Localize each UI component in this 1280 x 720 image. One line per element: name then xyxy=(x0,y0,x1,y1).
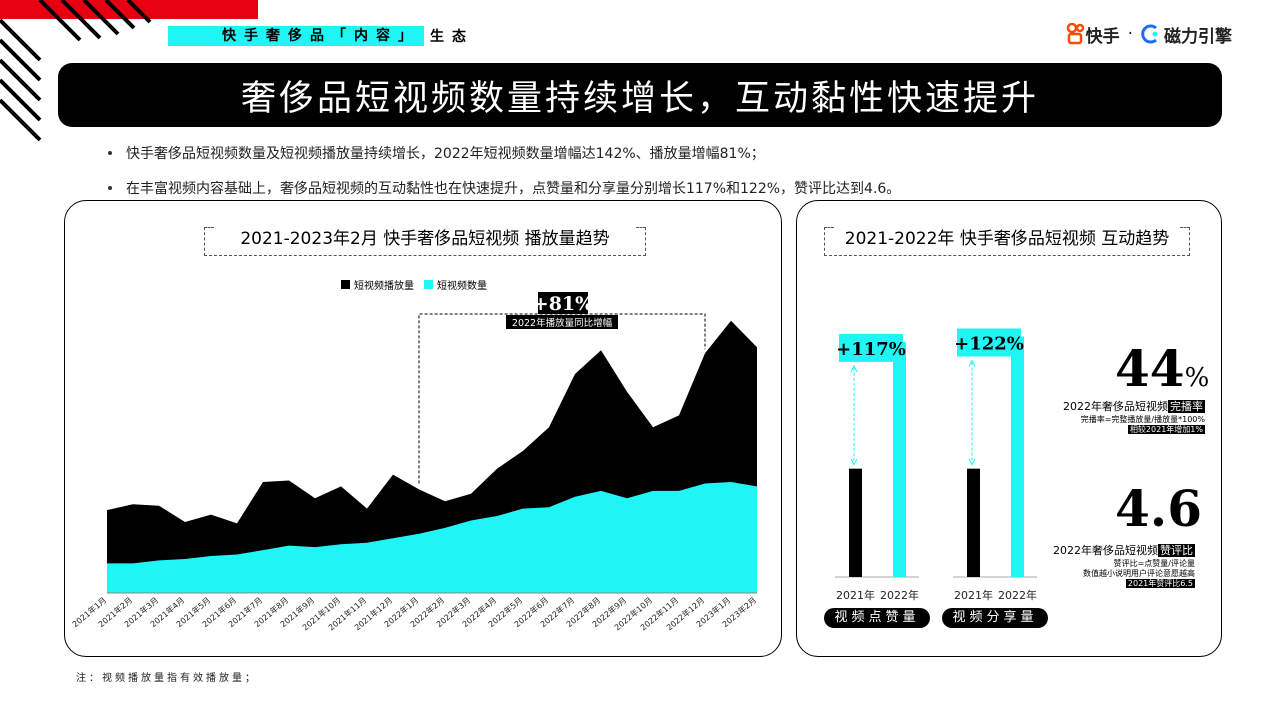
kpi-like-comment-ratio-value: 4.6 xyxy=(1115,479,1202,538)
bar-category-label: 2022年 xyxy=(998,588,1037,602)
bar-category-label: 2022年 xyxy=(880,588,919,602)
kpi-completion-value: 44% xyxy=(1115,339,1209,398)
bar-2021 xyxy=(967,468,980,577)
magnetic-engine-logo-icon xyxy=(1141,24,1158,44)
bullet-text: 在丰富视频内容基础上，奢侈品短视频的互动黏性也在快速提升，点赞量和分享量分别增长… xyxy=(126,181,901,197)
kpi-completion-notes: 完播率=完整播放量/播放量*100% 相较2021年增加1% xyxy=(1081,415,1205,435)
bar-2022 xyxy=(893,341,906,577)
growth-label-bg xyxy=(839,333,903,362)
group-label-shares: 视频分享量 xyxy=(942,608,1048,628)
bar-category-label: 2021年 xyxy=(954,588,993,602)
area-chart: +81%2022年播放量同比增幅 2021年1月2021年2月2021年3月20… xyxy=(70,292,758,632)
bar-2022 xyxy=(1011,336,1024,577)
kpi-completion-note: 完播率=完整播放量/播放量*100% xyxy=(1080,415,1205,424)
bar-2021 xyxy=(849,468,862,577)
page-title: 奢侈品短视频数量持续增长，互动黏性快速提升 xyxy=(240,78,1039,119)
bar-category-label: 2021年 xyxy=(836,588,875,602)
legend-swatch-count xyxy=(424,280,433,289)
growth-label: +117% xyxy=(836,339,906,360)
bar-chart-title: 2021-2022年 快手奢侈品短视频 互动趋势 xyxy=(824,227,1190,256)
area-series-count xyxy=(107,482,757,593)
bullet-dot xyxy=(108,151,112,155)
kpi-ratio-notes: 赞评比=点赞量/评论量 数值越小说明用户评论意愿越高 2021年赞评比6.5 xyxy=(1083,559,1195,589)
footnote: 注：视频播放量指有效播放量； xyxy=(76,673,258,684)
section-tag-rest: 生态 xyxy=(430,29,474,45)
group-label-likes: 视频点赞量 xyxy=(824,608,930,628)
bullet-item: 在丰富视频内容基础上，奢侈品短视频的互动黏性也在快速提升，点赞量和分享量分别增长… xyxy=(108,178,900,198)
area-chart-legend: 短视频播放量 短视频数量 xyxy=(341,277,487,292)
kpi-completion-note-highlight: 相较2021年增加1% xyxy=(1127,425,1205,434)
kpi-completion-label-highlight: 完播率 xyxy=(1168,400,1205,413)
annotation-value-bg xyxy=(538,292,588,314)
kpi-ratio-note: 赞评比=点赞量/评论量 xyxy=(1113,559,1195,568)
growth-arrow-head xyxy=(850,364,858,373)
kpi-ratio-label-text: 2022年奢侈品短视频 xyxy=(1053,544,1158,557)
bullet-item: 快手奢侈品短视频数量及短视频播放量持续增长，2022年短视频数量增幅达142%、… xyxy=(108,143,765,163)
kpi-ratio-note: 数值越小说明用户评论意愿越高 xyxy=(1083,569,1195,578)
legend-label-count: 短视频数量 xyxy=(437,281,487,292)
bar-chart: 2021年 2022年 +117% 2021年 2022年 +122% xyxy=(835,328,1037,602)
growth-arrow-head xyxy=(968,458,976,466)
kpi-ratio-label: 2022年奢侈品短视频 赞评比 xyxy=(1053,542,1195,558)
kpi-ratio-note-highlight: 2021年赞评比6.5 xyxy=(1125,579,1195,588)
growth-arrow-head xyxy=(850,458,858,466)
diagonal-stripes-decoration xyxy=(0,0,152,142)
logo-separator: · xyxy=(1127,24,1133,44)
bullet-dot xyxy=(108,186,112,190)
kpi-ratio-label-highlight: 赞评比 xyxy=(1158,544,1195,557)
kpi-completion-label-text: 2022年奢侈品短视频 xyxy=(1063,400,1168,413)
legend-label-playback: 短视频播放量 xyxy=(354,281,414,292)
kuaishou-logo-icon xyxy=(1066,23,1084,45)
annotation-label: 2022年播放量同比增幅 xyxy=(512,317,613,329)
title-banner: 奢侈品短视频数量持续增长，互动黏性快速提升 xyxy=(58,63,1222,127)
annotation-value: +81% xyxy=(533,293,593,315)
growth-label-bg xyxy=(957,328,1021,357)
brand-logo: 快手 · 磁力引擎 xyxy=(1066,22,1232,47)
area-chart-title: 2021-2023年2月 快手奢侈品短视频 播放量趋势 xyxy=(204,227,646,256)
legend-swatch-playback xyxy=(341,280,350,289)
kpi-ratio-number: 4.6 xyxy=(1115,479,1202,538)
interaction-trend-panel: 2021-2022年 快手奢侈品短视频 互动趋势 2021年 2022年 +117%… xyxy=(796,200,1222,657)
kpi-completion-label: 2022年奢侈品短视频 完播率 xyxy=(1063,398,1205,414)
growth-label: +122% xyxy=(954,334,1024,355)
playback-trend-panel: 2021-2023年2月 快手奢侈品短视频 播放量趋势 短视频播放量 短视频数量… xyxy=(64,200,782,657)
bullet-text: 快手奢侈品短视频数量及短视频播放量持续增长，2022年短视频数量增幅达142%、… xyxy=(126,146,765,162)
section-tag: 快手奢侈品「内容」 生态 xyxy=(168,26,474,46)
kpi-completion-number: 44 xyxy=(1115,339,1185,398)
kpi-completion-unit: % xyxy=(1184,363,1210,393)
logo-partner-text: 磁力引擎 xyxy=(1164,26,1232,47)
annotation-label-bg xyxy=(506,315,618,329)
growth-arrow-head xyxy=(968,359,976,367)
section-tag-highlight: 快手奢侈品「内容」 xyxy=(168,26,424,46)
logo-brand-text: 快手 xyxy=(1085,26,1120,47)
